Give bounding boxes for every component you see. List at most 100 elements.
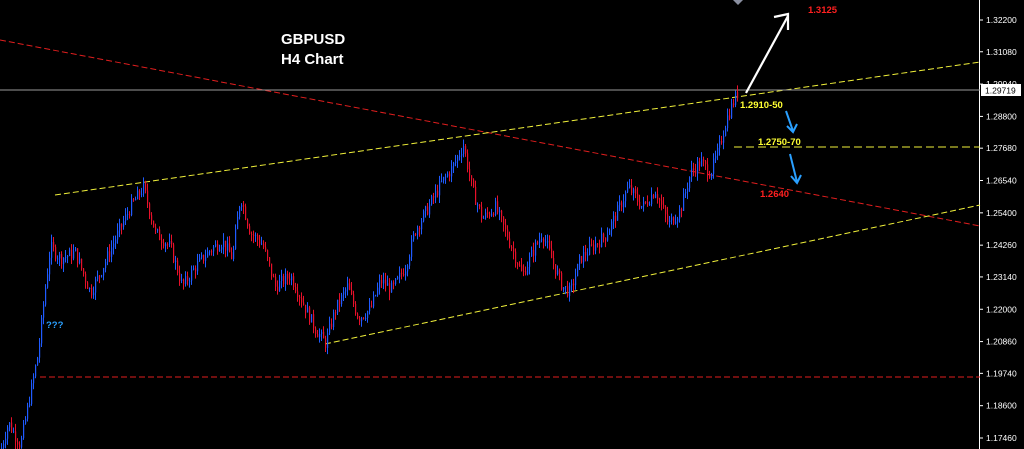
bull-candle xyxy=(189,280,191,282)
bull-candle xyxy=(409,256,411,266)
bull-candle xyxy=(453,162,455,167)
bull-candle xyxy=(571,283,573,286)
bull-candle xyxy=(545,241,547,243)
bear-candle xyxy=(353,294,355,304)
bull-candle xyxy=(595,243,597,251)
bear-candle xyxy=(469,169,471,176)
bull-candle xyxy=(623,201,625,208)
bull-candle xyxy=(395,278,397,285)
bull-candle xyxy=(143,182,145,194)
bull-candle xyxy=(97,275,99,280)
bull-candle xyxy=(399,272,401,277)
bear-candle xyxy=(251,233,253,235)
bear-candle xyxy=(681,209,683,212)
bull-candle xyxy=(41,317,43,344)
bull-candle xyxy=(535,242,537,256)
bear-candle xyxy=(639,201,641,208)
bull-candle xyxy=(435,190,437,198)
bear-candle xyxy=(437,190,439,196)
annotation-support: 1.2750-70 xyxy=(758,137,801,148)
bear-candle xyxy=(81,258,83,269)
bull-candle xyxy=(547,241,549,243)
bull-candle xyxy=(39,343,41,358)
bear-candle xyxy=(561,272,563,290)
bear-candle xyxy=(303,302,305,305)
bear-candle xyxy=(537,242,539,244)
bear-candle xyxy=(581,256,583,263)
bear-candle xyxy=(351,289,353,295)
bull-candle xyxy=(239,206,241,217)
bear-candle xyxy=(381,280,383,284)
bear-candle xyxy=(419,227,421,230)
bull-candle xyxy=(735,92,737,105)
annotation-question: ??? xyxy=(46,320,64,331)
bull-candle xyxy=(169,240,171,245)
bear-candle xyxy=(621,202,623,208)
bear-candle xyxy=(511,246,513,249)
bear-candle xyxy=(317,333,319,338)
bull-candle xyxy=(683,193,685,212)
bull-candle xyxy=(499,210,501,213)
bull-candle xyxy=(21,437,23,448)
lower-channel-line[interactable] xyxy=(324,204,981,345)
bear-candle xyxy=(695,169,697,174)
bull-candle xyxy=(577,263,579,277)
bull-candle xyxy=(477,204,479,206)
bull-candle xyxy=(261,243,263,245)
price-tick-label: 1.23140 xyxy=(986,272,1017,282)
bear-candle xyxy=(231,252,233,259)
bear-candle xyxy=(83,268,85,274)
bull-candle xyxy=(127,214,129,216)
annotation-resistance: 1.2910-50 xyxy=(740,100,783,111)
bear-candle xyxy=(315,328,317,334)
bull-candle xyxy=(23,423,25,438)
bear-candle xyxy=(389,283,391,293)
bull-candle xyxy=(285,273,287,284)
bear-candle xyxy=(273,276,275,278)
bear-candle xyxy=(401,272,403,275)
bear-candle xyxy=(705,161,707,165)
bull-candle xyxy=(397,276,399,279)
bull-candle xyxy=(723,135,725,143)
bull-candle xyxy=(441,180,443,182)
bull-candle xyxy=(633,189,635,194)
bear-candle xyxy=(247,219,249,227)
bull-candle xyxy=(119,223,121,231)
bull-candle xyxy=(731,103,733,118)
upper-channel-line[interactable] xyxy=(54,61,981,196)
bear-candle xyxy=(323,331,325,339)
bull-candle xyxy=(321,331,323,334)
bear-candle xyxy=(277,286,279,292)
bear-candle xyxy=(673,217,675,224)
bear-candle xyxy=(331,323,333,328)
bear-candle xyxy=(153,220,155,228)
bear-candle xyxy=(509,238,511,247)
bull-candle xyxy=(31,383,33,404)
bull-candle xyxy=(75,248,77,252)
bull-candle xyxy=(191,269,193,281)
bull-candle xyxy=(687,188,689,192)
bull-candle xyxy=(569,285,571,296)
bear-candle xyxy=(707,164,709,176)
bear-candle xyxy=(187,276,189,282)
bear-candle xyxy=(661,200,663,205)
candles xyxy=(1,85,739,449)
bear-candle xyxy=(555,264,557,275)
red-trendline[interactable] xyxy=(0,39,981,227)
bear-candle xyxy=(507,229,509,239)
bull-candle xyxy=(233,248,235,259)
bull-candle xyxy=(601,233,603,247)
bull-candle xyxy=(95,279,97,293)
bull-candle xyxy=(625,192,627,202)
bear-candle xyxy=(139,190,141,195)
bear-candle xyxy=(71,249,73,259)
bull-candle xyxy=(365,317,367,319)
bear-candle xyxy=(19,444,21,448)
bull-candle xyxy=(491,213,493,216)
bull-candle xyxy=(445,176,447,178)
bear-candle xyxy=(521,265,523,271)
bull-candle xyxy=(35,365,37,377)
bull-candle xyxy=(221,247,223,250)
